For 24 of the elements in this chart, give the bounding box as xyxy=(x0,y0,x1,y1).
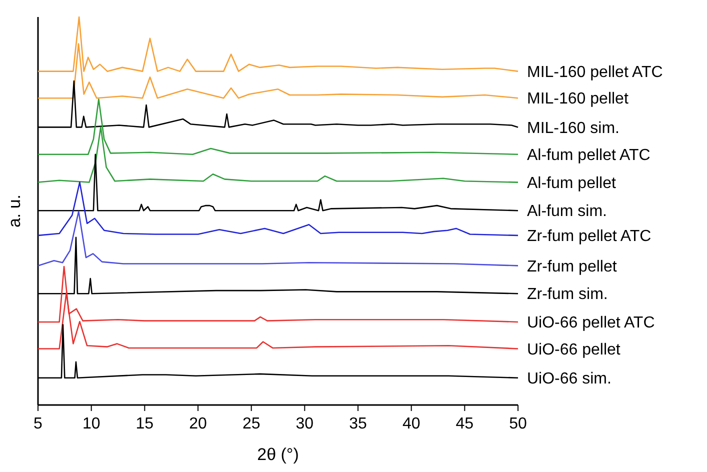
x-tick-label: 5 xyxy=(34,415,43,432)
series-label: Al-fum pellet xyxy=(527,174,616,192)
series-label: Zr-fum pellet ATC xyxy=(527,228,652,246)
x-tick-label: 45 xyxy=(456,415,474,432)
x-tick-label: 25 xyxy=(242,415,260,432)
series-label: Al-fum pellet ATC xyxy=(527,146,650,164)
x-tick-label: 10 xyxy=(82,415,100,432)
x-tick-label: 35 xyxy=(349,415,367,432)
series-label: MIL-160 sim. xyxy=(527,120,620,137)
x-tick-label: 30 xyxy=(296,415,314,432)
x-tick-label: 20 xyxy=(189,415,207,432)
y-axis-title: a. u. xyxy=(5,194,24,228)
series-label: Zr-fum sim. xyxy=(527,286,608,304)
series-label: MIL-160 pellet ATC xyxy=(527,64,663,81)
series-label: Zr-fum pellet xyxy=(527,258,618,276)
series-label: UiO-66 sim. xyxy=(527,370,612,388)
x-tick-label: 40 xyxy=(402,415,420,432)
x-tick-label: 50 xyxy=(509,415,527,432)
series-label: Al-fum sim. xyxy=(527,203,607,220)
series-label: UiO-66 pellet xyxy=(527,341,621,358)
x-axis-title: 2θ (°) xyxy=(257,445,299,464)
x-tick-label: 15 xyxy=(136,415,154,432)
series-label: UiO-66 pellet ATC xyxy=(527,314,655,332)
series-label: MIL-160 pellet xyxy=(527,90,629,108)
